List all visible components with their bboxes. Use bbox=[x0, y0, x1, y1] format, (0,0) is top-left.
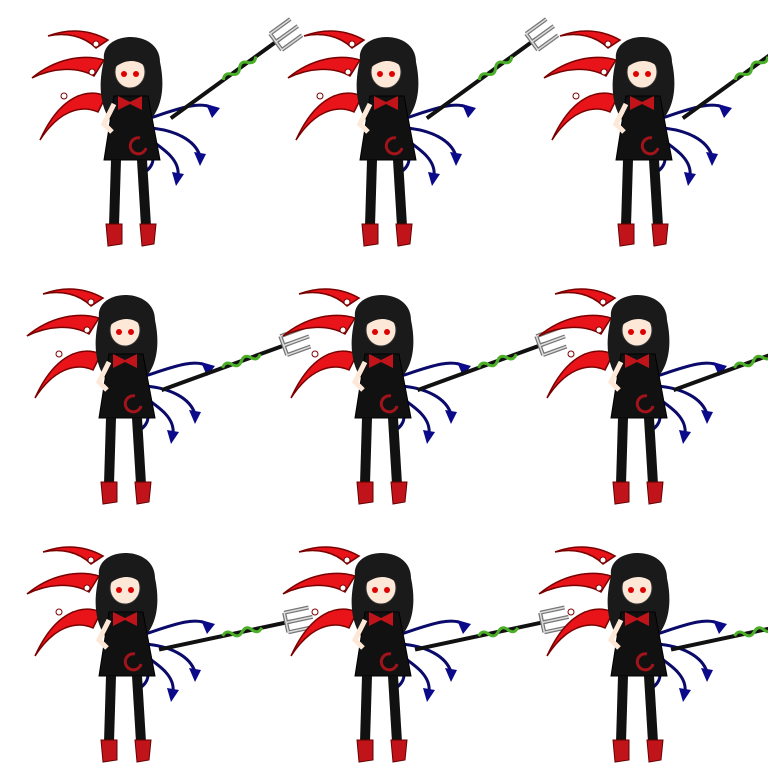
sprite-frame bbox=[539, 289, 768, 504]
sprite-frame bbox=[27, 289, 315, 504]
wings bbox=[283, 547, 359, 656]
character bbox=[352, 295, 414, 504]
sprite-frame bbox=[32, 18, 304, 246]
wings bbox=[27, 289, 103, 398]
trident bbox=[165, 18, 304, 126]
character bbox=[101, 37, 163, 246]
trident bbox=[421, 18, 560, 126]
character bbox=[96, 553, 158, 762]
character bbox=[608, 295, 670, 504]
sprite-frame bbox=[27, 547, 317, 762]
character bbox=[96, 295, 158, 504]
trident bbox=[668, 324, 768, 402]
trident bbox=[156, 324, 315, 402]
sprite-frame bbox=[544, 18, 768, 246]
wings bbox=[27, 547, 103, 656]
character bbox=[357, 37, 419, 246]
character bbox=[352, 553, 414, 762]
sprite-frame bbox=[283, 547, 573, 762]
trident bbox=[412, 324, 571, 402]
sprite-frame bbox=[283, 289, 571, 504]
trident bbox=[154, 605, 317, 662]
wings bbox=[539, 547, 615, 656]
wings bbox=[544, 31, 620, 140]
wings bbox=[288, 31, 364, 140]
sprite-frame bbox=[539, 547, 768, 762]
sprite-frame bbox=[288, 18, 560, 246]
trident bbox=[410, 605, 573, 662]
sprite-grid bbox=[27, 18, 768, 762]
character bbox=[613, 37, 675, 246]
wings bbox=[32, 31, 108, 140]
character bbox=[608, 553, 670, 762]
